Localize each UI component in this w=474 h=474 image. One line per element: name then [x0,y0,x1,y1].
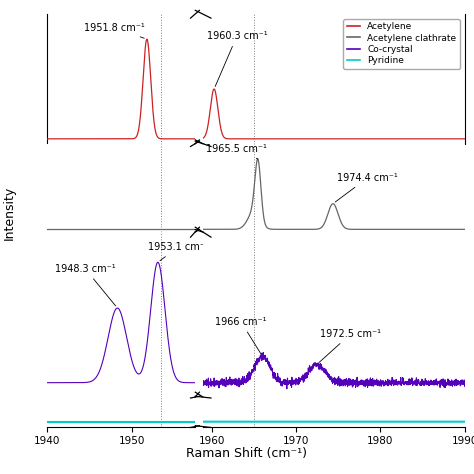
Text: 1948.3 cm⁻¹: 1948.3 cm⁻¹ [55,264,116,306]
Text: 1965.5 cm⁻¹: 1965.5 cm⁻¹ [206,145,267,159]
Text: 1960.3 cm⁻¹: 1960.3 cm⁻¹ [207,31,267,86]
Text: 1953.1 cm⁻¹: 1953.1 cm⁻¹ [148,242,209,261]
Text: 1951.8 cm⁻¹: 1951.8 cm⁻¹ [84,23,145,38]
Text: 1966 cm⁻¹: 1966 cm⁻¹ [215,317,267,354]
Legend: Acetylene, Acetylene clathrate, Co-crystal, Pyridine: Acetylene, Acetylene clathrate, Co-cryst… [343,19,460,69]
Text: 1974.4 cm⁻¹: 1974.4 cm⁻¹ [335,173,398,202]
Text: Intensity: Intensity [3,186,16,240]
Text: 1972.5 cm⁻¹: 1972.5 cm⁻¹ [319,329,381,363]
Text: Raman Shift (cm⁻¹): Raman Shift (cm⁻¹) [186,447,307,460]
